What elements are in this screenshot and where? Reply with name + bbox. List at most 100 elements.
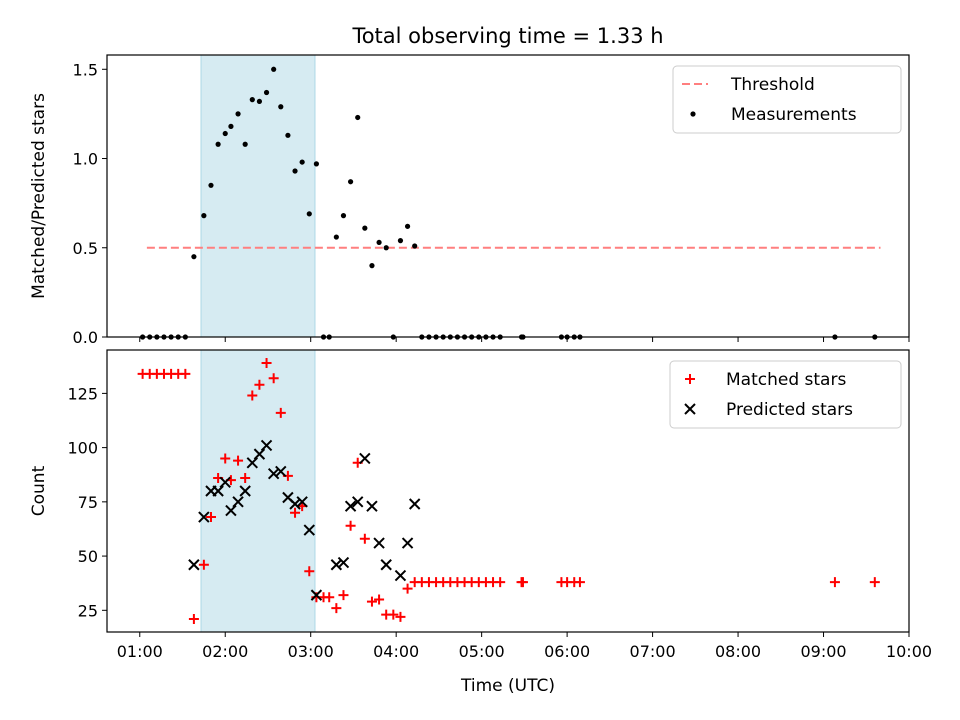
predicted-star-marker [198, 511, 210, 523]
predicted-star-marker [296, 496, 308, 508]
predicted-star-marker [310, 589, 323, 601]
x-tick-label: 10:00 [886, 642, 932, 661]
matched-star-marker [268, 373, 279, 384]
matched-star-marker [240, 472, 251, 483]
y-tick-label: 25 [78, 601, 98, 620]
measurement-point [285, 132, 291, 138]
measurement-point [263, 89, 270, 96]
y-tick-label: 0.5 [73, 239, 98, 258]
measurement-point [313, 161, 320, 167]
matched-star-marker [331, 603, 342, 614]
measurement-point [208, 182, 214, 188]
ratio-panel: 0.0 0.5 1.0 1.5 Matched/Predicted stars Thres… [29, 54, 910, 347]
matched-star-marker [188, 613, 199, 624]
measurement-point [292, 168, 298, 174]
matched-star-marker [359, 533, 370, 544]
measurement-point [306, 211, 312, 217]
y-tick-label: 75 [78, 493, 98, 512]
matched-star-marker [247, 390, 258, 401]
matched-star-marker [198, 559, 209, 570]
y-tick-label: 125 [67, 384, 98, 403]
x-axis-label: Time (UTC) [460, 676, 555, 696]
observing-window-band [200, 349, 316, 633]
matched-star-marker [324, 592, 335, 603]
measurement-point [383, 245, 389, 251]
x-tick-label: 05:00 [459, 642, 505, 661]
measurement-point [191, 254, 197, 260]
measurement-point [201, 213, 207, 219]
predicted-star-marker [212, 485, 224, 497]
predicted-star-marker [401, 537, 414, 549]
predicted-star-marker [366, 500, 378, 512]
matched-star-marker [495, 577, 506, 588]
predicted-star-marker [330, 559, 343, 571]
measurement-point [412, 243, 418, 249]
predicted-star-marker [260, 439, 273, 452]
legend-predicted-swatch [684, 403, 696, 415]
predicted-star-marker [253, 448, 266, 460]
predicted-star-marker [225, 504, 237, 517]
y-axis-label: Matched/Predicted stars [29, 93, 49, 299]
x-tick-label: 04:00 [373, 642, 419, 661]
legend: Matched stars Predicted stars [669, 360, 902, 429]
legend-box [672, 65, 902, 134]
measurement-point [215, 141, 221, 147]
predicted-star-marker [188, 559, 200, 571]
legend-label: Matched stars [726, 370, 846, 390]
measurement-point [228, 123, 234, 129]
matched-star-marker [829, 577, 840, 588]
matched-star-marker [869, 577, 880, 588]
measurement-point [242, 141, 248, 147]
x-tick-label: 08:00 [715, 642, 761, 661]
legend-label: Threshold [730, 75, 815, 95]
measurement-point [340, 213, 347, 219]
x-tick-label: 09:00 [800, 642, 846, 661]
measurement-point [235, 111, 241, 117]
predicted-star-marker [267, 467, 280, 480]
measurement-point [355, 114, 361, 121]
matched-star-marker [374, 594, 385, 605]
x-tick-label: 01:00 [117, 642, 163, 661]
figure-title: Total observing time = 1.33 h [351, 24, 663, 48]
legend: Threshold Measurements [672, 65, 902, 134]
measurement-point [404, 223, 411, 229]
matched-star-marker [254, 379, 265, 390]
predicted-star-marker [352, 496, 364, 508]
matched-star-marker [290, 507, 301, 518]
matched-star-marker [345, 520, 356, 531]
measurement-point [376, 239, 382, 246]
predicted-star-marker [408, 498, 421, 510]
measurement-point [249, 97, 255, 103]
matched-star-marker [395, 611, 406, 622]
predicted-star-marker [239, 485, 251, 497]
matched-star-marker [366, 596, 377, 607]
legend-label: Predicted stars [726, 400, 853, 420]
matched-star-marker [233, 455, 244, 466]
y-tick-label: 1.0 [73, 150, 98, 169]
y-axis-label: Count [29, 465, 49, 516]
predicted-star-marker [359, 452, 371, 465]
matched-star-marker [402, 583, 413, 594]
y-tick-label: 1.5 [73, 60, 98, 79]
predicted-star-marker [380, 559, 392, 571]
legend-matched-swatch [685, 374, 695, 384]
matched-star-marker [275, 407, 286, 418]
matched-star-marker [205, 512, 216, 523]
measurement-point [271, 66, 277, 72]
predicted-star-marker [232, 496, 244, 508]
predicted-star-marker [373, 537, 385, 549]
matched-star-marker [517, 577, 528, 588]
predicted-star-marker [275, 465, 287, 478]
legend-measurement-swatch [690, 111, 696, 117]
predicted-star-marker [344, 500, 357, 512]
matched-star-marker [338, 590, 349, 601]
measurement-point [347, 179, 354, 185]
measurement-point [362, 225, 368, 231]
plot-frame [106, 54, 910, 338]
matched-star-marker [304, 566, 315, 577]
measurement-point [369, 263, 375, 269]
x-tick-label: 07:00 [630, 642, 676, 661]
predicted-star-marker [289, 498, 301, 510]
x-tick-label: 03:00 [288, 642, 334, 661]
matched-star-marker [180, 368, 191, 379]
